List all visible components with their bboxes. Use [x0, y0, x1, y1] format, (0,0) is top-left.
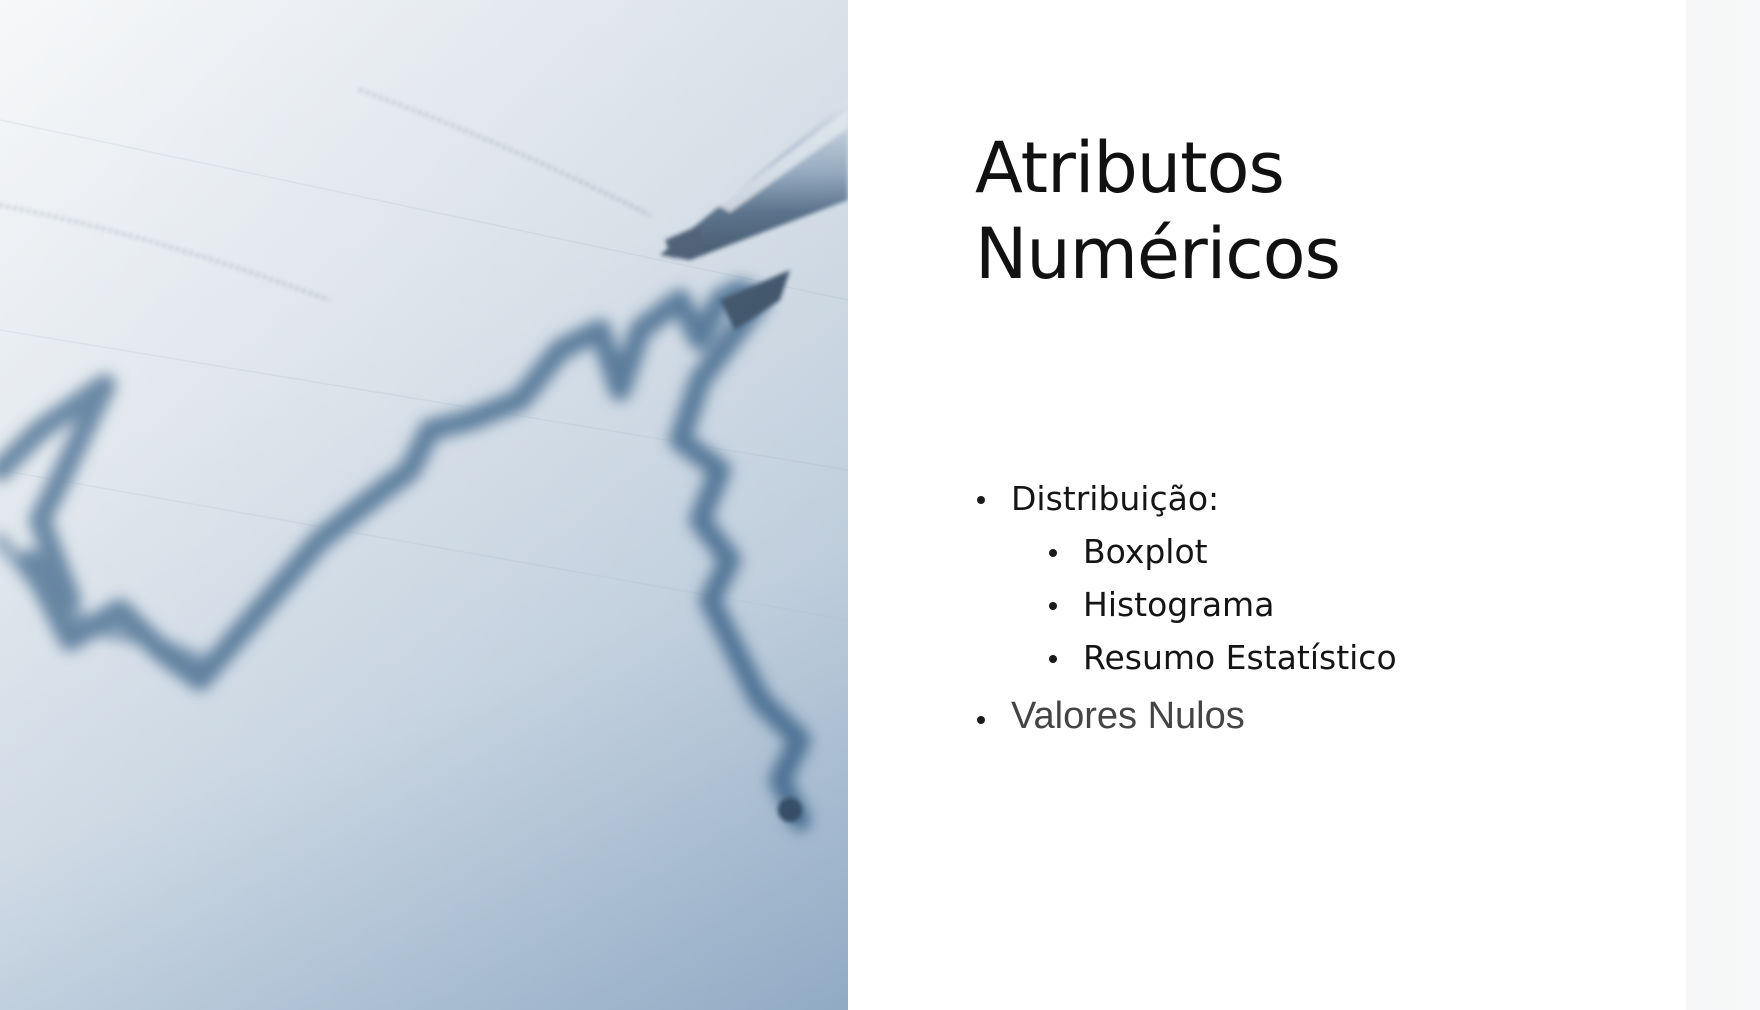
slide-content: Atributos Numéricos Distribuição: Boxplo… — [975, 0, 1615, 1010]
bullet-text: Histograma — [1083, 585, 1275, 624]
stock-chart-pen-photo — [0, 0, 848, 1010]
slide: Atributos Numéricos Distribuição: Boxplo… — [0, 0, 1686, 1010]
bullet-item-boxplot: Boxplot — [975, 525, 1397, 578]
bullet-item-valores-nulos: Valores Nulos — [975, 686, 1397, 746]
stock-chart-with-pen-photo-icon — [0, 0, 848, 1010]
slide-title-line-1: Atributos — [975, 127, 1285, 209]
bullet-text: Resumo Estatístico — [1083, 638, 1397, 677]
bullet-text: Valores Nulos — [1011, 695, 1245, 737]
bullet-text: Boxplot — [1083, 532, 1208, 571]
bullet-item-resumo-estatistico: Resumo Estatístico — [975, 631, 1397, 684]
bullet-list: Distribuição: Boxplot Histograma Resumo … — [975, 472, 1397, 746]
slide-title: Atributos Numéricos — [975, 125, 1341, 297]
bullet-text: Distribuição: — [1011, 479, 1220, 518]
bullet-item-histograma: Histograma — [975, 578, 1397, 631]
bullet-item-distribuicao: Distribuição: — [975, 472, 1397, 525]
slide-title-line-2: Numéricos — [975, 213, 1341, 295]
